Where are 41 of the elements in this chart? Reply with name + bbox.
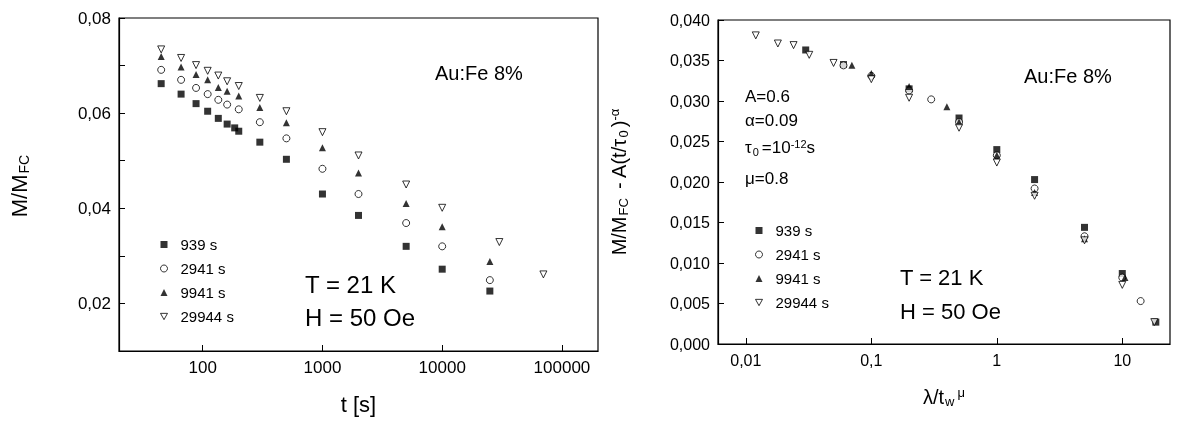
x-tick-label: 100000 bbox=[533, 358, 591, 377]
annotation: A=0.6 bbox=[745, 87, 790, 106]
annotation: T = 21 K bbox=[305, 270, 396, 298]
y-axis-title: M/MFC bbox=[6, 154, 32, 218]
x-tick-label: 10 bbox=[1113, 351, 1132, 369]
annotation: α=0.09 bbox=[745, 111, 798, 130]
x-tick-label: 0,01 bbox=[730, 351, 762, 369]
y-tick-label: 0,035 bbox=[669, 52, 711, 69]
legend-label: 939 s bbox=[775, 222, 813, 239]
y-tick-label: 0,08 bbox=[77, 8, 111, 28]
legend-label: 29944 s bbox=[180, 308, 234, 325]
y-tick-label: 0,010 bbox=[669, 254, 711, 272]
legend-label: 9941 s bbox=[180, 284, 226, 301]
y-tick-label: 0,06 bbox=[77, 103, 111, 123]
y-tick-label: 0,02 bbox=[77, 293, 111, 313]
x-tick-label: 1 bbox=[992, 351, 1002, 369]
y-tick-label: 0,000 bbox=[669, 335, 711, 353]
x-tick-label: 10000 bbox=[418, 358, 466, 377]
legend-label: 2941 s bbox=[180, 260, 226, 277]
annotation: Au:Fe 8% bbox=[1024, 65, 1113, 87]
y-tick-label: 0,020 bbox=[669, 173, 711, 191]
x-tick-label: 1000 bbox=[303, 358, 342, 377]
x-tick-label: 100 bbox=[188, 358, 217, 377]
x-tick-label: 0,1 bbox=[860, 351, 883, 369]
legend-label: 939 s bbox=[180, 236, 218, 253]
y-tick-label: 0,025 bbox=[669, 133, 711, 150]
y-tick-label: 0,04 bbox=[77, 198, 111, 218]
y-tick-label: 0,040 bbox=[669, 11, 711, 29]
annotation: H = 50 Oe bbox=[900, 298, 1001, 324]
annotation: Au:Fe 8% bbox=[435, 62, 524, 84]
annotation: μ=0.8 bbox=[745, 169, 789, 188]
annotation: T = 21 K bbox=[900, 264, 984, 290]
annotation: H = 50 Oe bbox=[305, 303, 416, 331]
legend-label: 2941 s bbox=[775, 246, 821, 263]
legend-label: 29944 s bbox=[775, 294, 829, 311]
y-tick-label: 0,030 bbox=[669, 92, 711, 110]
x-axis-title: t [s] bbox=[340, 391, 377, 417]
y-tick-label: 0,015 bbox=[669, 214, 711, 231]
legend-label: 9941 s bbox=[775, 270, 821, 287]
y-tick-label: 0,005 bbox=[669, 295, 711, 312]
y-axis-title: M/MFC - A(t/τ0)-α bbox=[607, 108, 631, 256]
